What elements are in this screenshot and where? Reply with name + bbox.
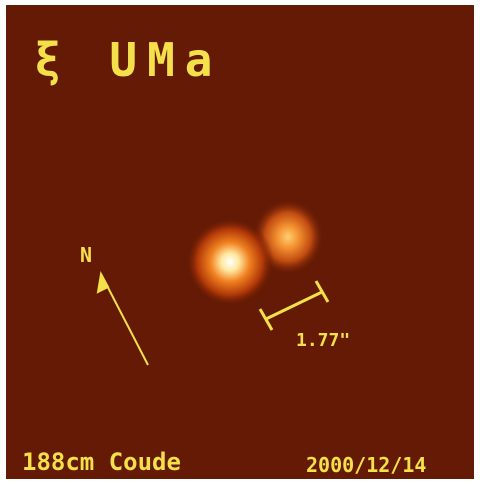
instrument: 188cm Coude xyxy=(22,448,181,476)
scale-label: 1.77" xyxy=(296,330,350,351)
primary-star xyxy=(186,218,274,306)
scale-bar xyxy=(258,280,330,331)
title: ξ UMa xyxy=(34,33,222,87)
compass-label: N xyxy=(80,243,92,267)
date: 2000/12/14 xyxy=(306,453,426,477)
compass-arrow xyxy=(96,270,149,366)
